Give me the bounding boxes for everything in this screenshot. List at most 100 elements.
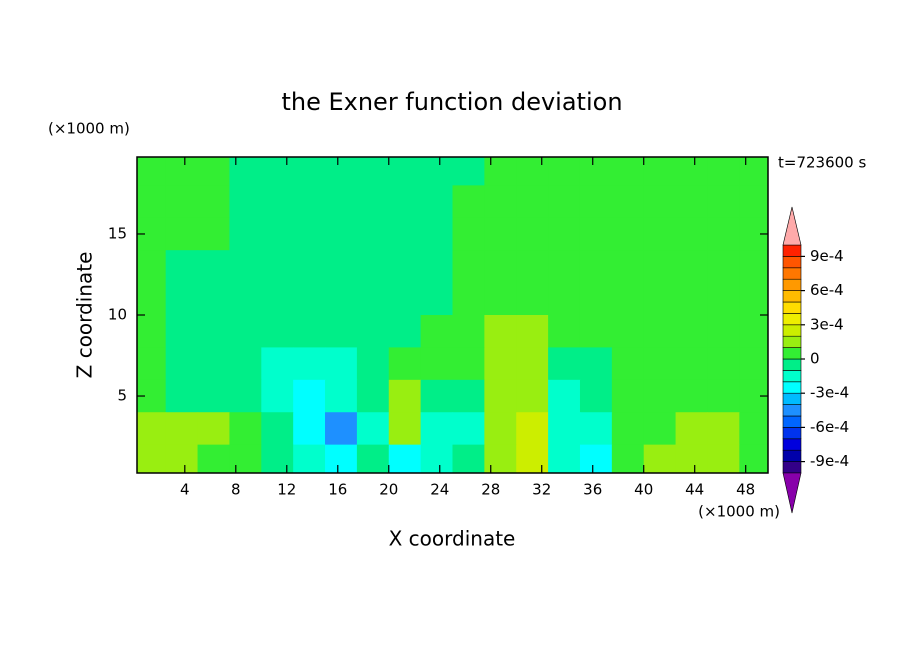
field-cell xyxy=(165,379,199,413)
field-cell xyxy=(229,379,262,413)
field-cell xyxy=(484,282,517,316)
field-cell xyxy=(739,412,768,446)
colorbar-bin xyxy=(782,301,802,314)
field-cell xyxy=(548,412,581,446)
field-cell xyxy=(325,315,358,349)
field-cell xyxy=(484,157,517,186)
y-tick-label: 15 xyxy=(108,224,127,242)
field-cell xyxy=(643,347,677,381)
colorbar-tick-label: 0 xyxy=(810,350,820,368)
field-cell xyxy=(165,157,199,186)
field-cell xyxy=(293,412,326,446)
field-cell xyxy=(739,282,768,316)
field-cell xyxy=(197,157,231,186)
colorbar-bin xyxy=(782,313,802,326)
field-cell xyxy=(643,412,677,446)
field-cell xyxy=(452,315,485,349)
field-cell xyxy=(388,185,422,219)
field-cell xyxy=(197,185,231,219)
field-cell xyxy=(261,379,294,413)
field-cell xyxy=(356,315,390,349)
field-cell xyxy=(137,185,167,219)
field-cell xyxy=(325,217,358,251)
x-tick-label: 48 xyxy=(736,481,755,499)
field-cell xyxy=(611,444,645,473)
y-tick-label: 5 xyxy=(117,387,127,405)
field-cell xyxy=(293,217,326,251)
field-cell xyxy=(388,250,422,284)
field-cell xyxy=(356,347,390,381)
colorbar-bin xyxy=(782,256,802,269)
x-tick-label: 8 xyxy=(231,481,241,499)
colorbar-tick-label: 3e-4 xyxy=(810,315,844,333)
field-cell xyxy=(611,157,645,186)
colorbar-bin xyxy=(782,415,802,428)
colorbar-bin xyxy=(782,290,802,303)
field-cell xyxy=(137,347,167,381)
field-cell xyxy=(356,157,390,186)
field-cell xyxy=(548,444,581,473)
field-cell xyxy=(388,157,422,186)
field-cell xyxy=(293,379,326,413)
field-cell xyxy=(197,379,231,413)
field-cell xyxy=(420,412,454,446)
field-cell xyxy=(739,315,768,349)
field-cell xyxy=(388,379,422,413)
field-cell xyxy=(325,157,358,186)
colorbar-bin xyxy=(782,278,802,291)
field-cell xyxy=(388,315,422,349)
x-tick-label: 44 xyxy=(685,481,704,499)
field-cell xyxy=(452,444,485,473)
field-cell xyxy=(137,315,167,349)
field-cell xyxy=(137,412,167,446)
field-cell xyxy=(420,282,454,316)
field-cell xyxy=(325,185,358,219)
field-cell xyxy=(675,412,709,446)
field-cell xyxy=(388,412,422,446)
colorbar-bin xyxy=(782,347,802,360)
field-cell xyxy=(579,379,613,413)
field-cell xyxy=(420,444,454,473)
field-cell xyxy=(707,412,740,446)
field-cell xyxy=(579,157,613,186)
field-cell xyxy=(261,412,294,446)
field-cell xyxy=(388,444,422,473)
field-cell xyxy=(643,185,677,219)
contour-field xyxy=(137,157,768,473)
field-cell xyxy=(293,282,326,316)
colorbar-bin xyxy=(782,438,802,451)
field-cell xyxy=(356,250,390,284)
field-cell xyxy=(356,412,390,446)
colorbar-bin xyxy=(782,404,802,417)
field-cell xyxy=(707,217,740,251)
field-cell xyxy=(484,347,517,381)
field-cell xyxy=(261,347,294,381)
field-cell xyxy=(484,412,517,446)
field-cell xyxy=(325,250,358,284)
field-cell xyxy=(229,217,262,251)
x-tick-label: 16 xyxy=(328,481,347,499)
field-cell xyxy=(516,185,549,219)
field-cell xyxy=(484,315,517,349)
field-cell xyxy=(548,315,581,349)
field-cell xyxy=(197,282,231,316)
field-cell xyxy=(325,282,358,316)
field-cell xyxy=(293,157,326,186)
colorbar-tick-label: 6e-4 xyxy=(810,281,844,299)
colorbar-tick-label: -3e-4 xyxy=(810,384,849,402)
field-cell xyxy=(707,347,740,381)
field-cell xyxy=(675,250,709,284)
colorbar-bin xyxy=(782,335,802,348)
field-cell xyxy=(643,157,677,186)
field-cell xyxy=(707,185,740,219)
field-cell xyxy=(675,282,709,316)
field-cell xyxy=(197,217,231,251)
colorbar-bin xyxy=(782,324,802,337)
field-cell xyxy=(356,185,390,219)
field-cell xyxy=(452,282,485,316)
field-cell xyxy=(388,282,422,316)
field-cell xyxy=(229,185,262,219)
field-cell xyxy=(643,315,677,349)
colorbar-bin xyxy=(782,427,802,440)
field-cell xyxy=(197,315,231,349)
